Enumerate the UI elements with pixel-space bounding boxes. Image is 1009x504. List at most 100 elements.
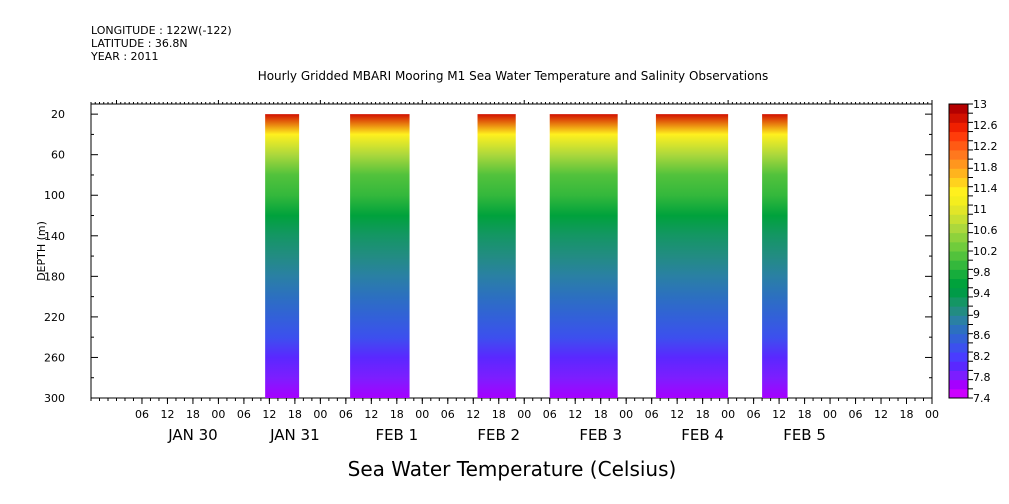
x-tick-label: 12 xyxy=(568,408,582,421)
colorbar-label: 7.4 xyxy=(973,392,991,405)
colorbar-cell xyxy=(949,361,968,371)
data-block xyxy=(265,114,300,398)
colorbar-cell xyxy=(949,342,968,353)
colorbar-label: 13 xyxy=(973,98,987,111)
x-axis-label: Sea Water Temperature (Celsius) xyxy=(348,457,677,481)
colorbar-cell xyxy=(949,223,968,234)
colorbar-cell xyxy=(949,131,968,142)
x-date-label: FEB 4 xyxy=(681,426,724,444)
colorbar-label: 8.6 xyxy=(973,329,991,342)
x-date-label: FEB 2 xyxy=(477,426,520,444)
y-tick-label: 220 xyxy=(44,311,65,324)
longitude-label: LONGITUDE : 122W(-122) xyxy=(91,24,232,37)
y-tick-label: 260 xyxy=(44,351,65,364)
x-tick-label: 12 xyxy=(874,408,888,421)
colorbar-label: 9.4 xyxy=(973,287,991,300)
colorbar-cell xyxy=(949,113,968,123)
latitude-label: LATITUDE : 36.8N xyxy=(91,37,188,50)
colorbar-cell xyxy=(949,140,968,151)
colorbar-cell xyxy=(949,159,968,169)
colorbar-label: 8.2 xyxy=(973,350,991,363)
colorbar-cell xyxy=(949,241,968,252)
colorbar-cell xyxy=(949,296,968,307)
x-tick-label: 00 xyxy=(415,408,429,421)
colorbar-cell xyxy=(949,324,968,335)
colorbar-label: 12.6 xyxy=(973,119,998,132)
x-date-label: JAN 31 xyxy=(269,426,320,444)
colorbar-cell xyxy=(949,122,968,133)
data-block xyxy=(350,114,410,398)
chart-title: Hourly Gridded MBARI Mooring M1 Sea Wate… xyxy=(258,69,769,83)
x-tick-label: 00 xyxy=(823,408,837,421)
x-tick-label: 18 xyxy=(390,408,404,421)
colorbar-cell xyxy=(949,195,968,206)
colorbar-label: 10.6 xyxy=(973,224,998,237)
x-tick-label: 00 xyxy=(925,408,939,421)
data-block xyxy=(477,114,516,398)
x-tick-label: 12 xyxy=(160,408,174,421)
x-tick-label: 00 xyxy=(517,408,531,421)
colorbar-cell xyxy=(949,214,968,224)
colorbar: 13 12.6 12.2 11.8 11.4 11 10.6 10.2 9.8 9.4 9 8.6 8.… xyxy=(948,98,998,405)
colorbar-cell xyxy=(949,168,968,178)
x-tick-label: 06 xyxy=(441,408,455,421)
colorbar-label: 10.2 xyxy=(973,245,998,258)
x-tick-label: 18 xyxy=(696,408,710,421)
x-tick-label: 00 xyxy=(211,408,225,421)
x-tick-label: 00 xyxy=(619,408,633,421)
x-date-label: FEB 1 xyxy=(375,426,418,444)
x-tick-label: 12 xyxy=(364,408,378,421)
y-tick-label: 140 xyxy=(44,230,65,243)
colorbar-label: 12.2 xyxy=(973,140,998,153)
colorbar-cell xyxy=(949,232,968,243)
x-tick-label: 12 xyxy=(262,408,276,421)
x-tick-label: 06 xyxy=(135,408,149,421)
colorbar-cell xyxy=(949,186,968,197)
colorbar-cell xyxy=(949,251,968,261)
x-tick-label: 18 xyxy=(492,408,506,421)
data-block xyxy=(655,114,729,398)
x-tick-label: 18 xyxy=(798,408,812,421)
colorbar-label: 9.8 xyxy=(973,266,991,279)
colorbar-label: 11 xyxy=(973,203,987,216)
x-tick-label: 12 xyxy=(772,408,786,421)
x-tick-label: 06 xyxy=(339,408,353,421)
colorbar-cell xyxy=(949,260,968,270)
colorbar-cell xyxy=(949,333,968,344)
x-tick-label: 06 xyxy=(543,408,557,421)
x-tick-label: 06 xyxy=(645,408,659,421)
colorbar-label: 11.8 xyxy=(973,161,998,174)
colorbar-label: 11.4 xyxy=(973,182,998,195)
colorbar-cell xyxy=(949,205,968,215)
y-tick-label: 20 xyxy=(51,108,65,121)
x-date-label: FEB 5 xyxy=(783,426,826,444)
x-tick-label: 06 xyxy=(849,408,863,421)
y-tick-label: 100 xyxy=(44,189,65,202)
colorbar-cell xyxy=(949,287,968,298)
colorbar-cell xyxy=(949,278,968,289)
colorbar-cell xyxy=(949,269,968,280)
data-blocks xyxy=(265,114,788,398)
colorbar-cell xyxy=(949,315,968,325)
y-tick-label: 180 xyxy=(44,270,65,283)
colorbar-label: 7.8 xyxy=(973,371,991,384)
colorbar-label: 9 xyxy=(973,308,980,321)
year-label: YEAR : 2011 xyxy=(90,50,159,63)
colorbar-cell xyxy=(949,379,968,390)
x-tick-label: 00 xyxy=(313,408,327,421)
x-tick-label: 06 xyxy=(747,408,761,421)
colorbar-cell xyxy=(949,104,968,114)
x-tick-label: 06 xyxy=(237,408,251,421)
y-tick-label: 60 xyxy=(51,149,65,162)
x-tick-label: 18 xyxy=(900,408,914,421)
colorbar-cell xyxy=(949,370,968,381)
y-axis-label: DEPTH (m) xyxy=(35,221,48,281)
x-tick-label: 00 xyxy=(721,408,735,421)
colorbar-cell xyxy=(949,177,968,188)
x-tick-label: 18 xyxy=(186,408,200,421)
colorbar-cell xyxy=(949,306,968,316)
y-tick-label: 300 xyxy=(44,392,65,405)
x-tick-label: 18 xyxy=(594,408,608,421)
x-tick-label: 18 xyxy=(288,408,302,421)
